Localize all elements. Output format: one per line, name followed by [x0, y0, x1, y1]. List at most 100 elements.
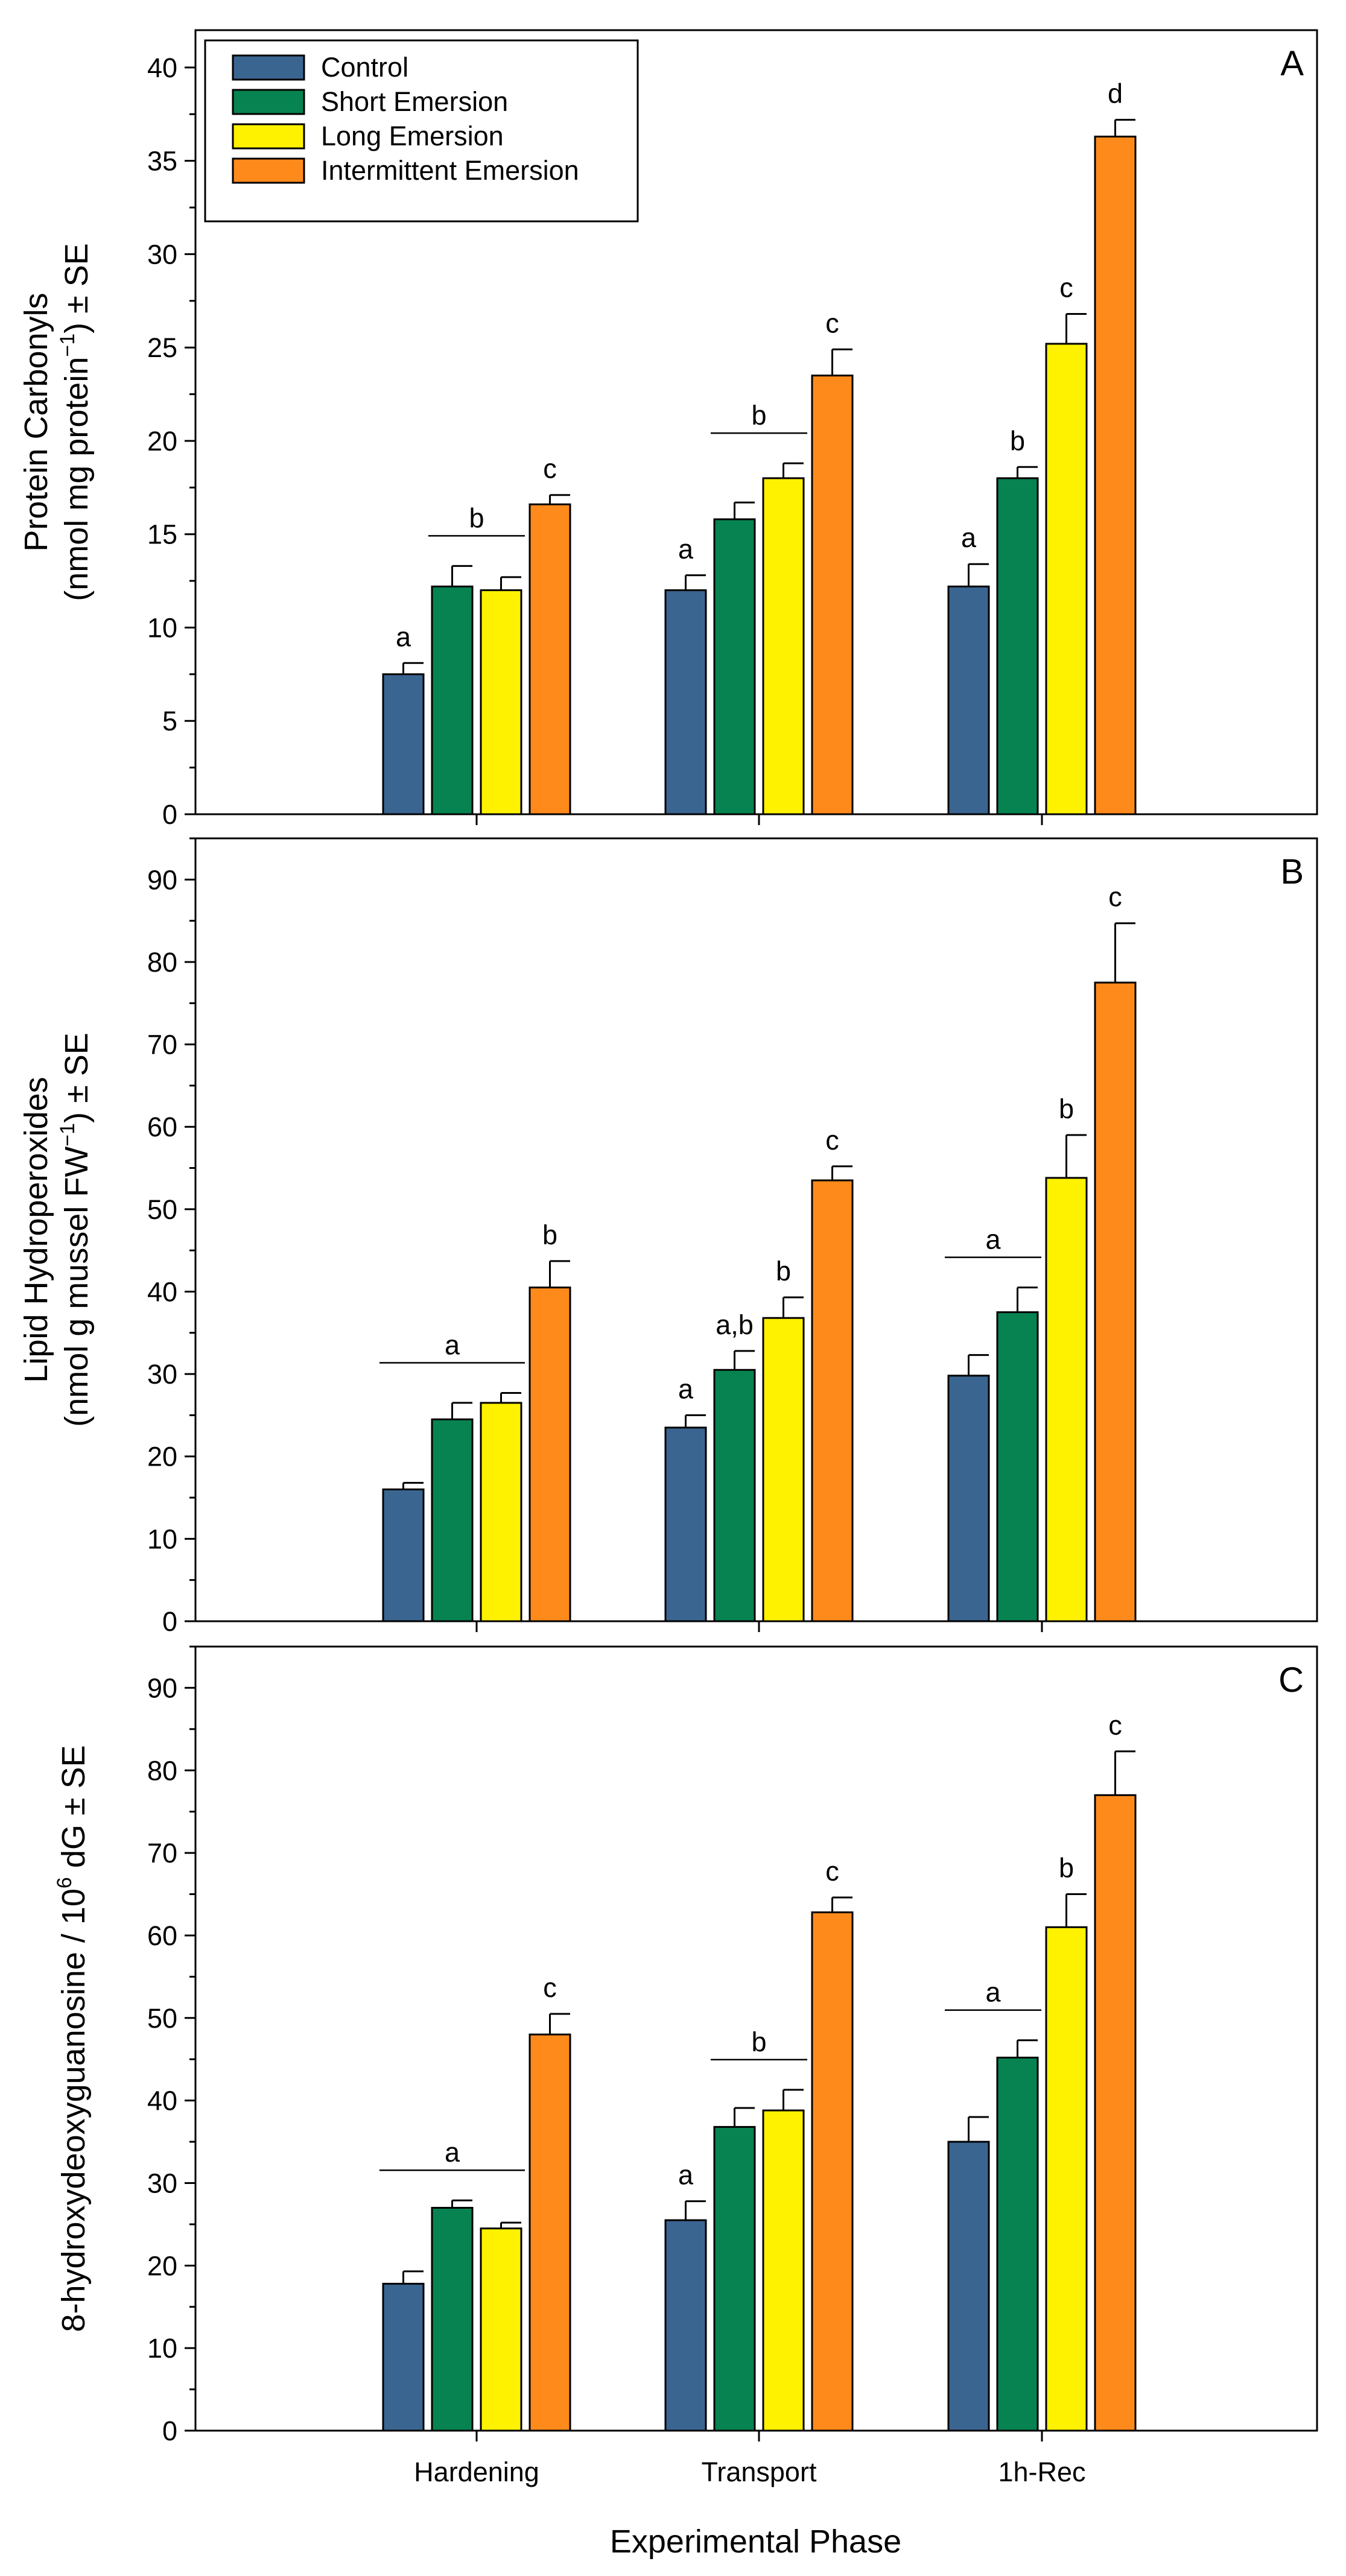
y-tick-label: 20 — [147, 1441, 177, 1472]
y-axis-units-text: ) ± SE — [59, 243, 95, 334]
y-tick-label: 35 — [147, 146, 177, 177]
bar-long-emersion-hardening — [480, 2227, 522, 2432]
bar-short-emersion-1h-rec — [996, 477, 1039, 815]
bar-long-emersion-hardening — [480, 1402, 522, 1622]
bar-control-1h-rec — [947, 2141, 990, 2432]
plot-frame — [194, 29, 1318, 815]
significance-letter: b — [542, 1220, 557, 1250]
y-tick-label: 40 — [147, 1276, 177, 1307]
y-tick-label: 20 — [147, 2250, 177, 2281]
bar-intermittent-emersion-transport — [811, 1911, 854, 2432]
significance-letter: b — [1010, 425, 1025, 456]
legend-label-intermittent-emersion: Intermittent Emersion — [321, 155, 579, 186]
y-axis-units-superscript: −1 — [56, 334, 79, 357]
y-tick-label: 0 — [162, 799, 177, 830]
y-axis-title-units: (nmol g mussel FW−1) ± SE — [56, 1033, 95, 1427]
bar-control-hardening — [382, 1488, 425, 1622]
significance-letter: c — [825, 1856, 839, 1887]
y-tick-label: 50 — [147, 1194, 177, 1225]
significance-letter: a — [985, 1224, 1001, 1255]
bar-short-emersion-hardening — [431, 585, 474, 815]
y-tick-label: 15 — [147, 519, 177, 550]
bar-control-1h-rec — [947, 585, 990, 815]
panel-b: 0 10 20 30 40 50 60 70 80 90 B Lipid Hydroperoxides… — [18, 837, 1318, 1637]
legend-label-long-emersion: Long Emersion — [321, 121, 504, 151]
y-tick-label: 80 — [147, 947, 177, 978]
y-tick-label: 70 — [147, 1838, 177, 1869]
y-tick-label: 20 — [147, 426, 177, 457]
significance-letter: c — [825, 1125, 839, 1156]
y-axis-title-superscript: 6 — [53, 1877, 76, 1888]
y-axis-title-text: 8-hydroxydeoxyguanosine / 10 — [56, 1888, 92, 2332]
y-axis-title: 8-hydroxydeoxyguanosine / 106 dG ± SE — [53, 1745, 92, 2332]
bar-intermittent-emersion-transport — [811, 1179, 854, 1622]
x-category-label-1h-rec: 1h-Rec — [998, 2457, 1085, 2487]
panel-letter-a: A — [1280, 44, 1304, 83]
y-tick-label: 80 — [147, 1755, 177, 1786]
y-axis-title: Lipid Hydroperoxides — [18, 1077, 54, 1382]
legend-swatch-control — [232, 54, 305, 81]
legend-swatch-intermittent-emersion — [232, 157, 305, 184]
significance-letter: b — [1059, 1853, 1074, 1884]
bar-intermittent-emersion-1h-rec — [1094, 981, 1137, 1622]
y-tick-label: 90 — [147, 1673, 177, 1703]
y-tick-label: 90 — [147, 864, 177, 895]
significance-letter: b — [469, 502, 484, 533]
significance-letter: b — [751, 400, 766, 431]
y-tick-label: 70 — [147, 1030, 177, 1060]
x-axis-title: Experimental Phase — [610, 2524, 901, 2560]
significance-letter: b — [776, 1256, 791, 1286]
significance-letter: b — [1059, 1093, 1074, 1124]
panel-letter-c: C — [1278, 1660, 1304, 1700]
significance-letter: c — [543, 454, 557, 484]
bar-short-emersion-transport — [713, 518, 756, 815]
y-tick-label: 50 — [147, 2003, 177, 2034]
bar-short-emersion-hardening — [431, 2207, 474, 2432]
significance-letter: d — [1108, 78, 1123, 109]
significance-letter: a — [445, 2137, 460, 2168]
bar-intermittent-emersion-transport — [811, 375, 854, 815]
x-category-label-transport: Transport — [702, 2457, 817, 2487]
y-tick-label: 10 — [147, 2333, 177, 2364]
y-tick-label: 30 — [147, 239, 177, 270]
bar-control-hardening — [382, 2282, 425, 2432]
x-axis: Hardening Transport 1h-Rec Experimental Pha… — [414, 2457, 1085, 2560]
significance-letter: c — [543, 1972, 557, 2003]
y-tick-label: 5 — [162, 706, 177, 736]
panel-letter-b: B — [1280, 852, 1304, 891]
y-axis-title: Protein Carbonyls — [18, 293, 54, 551]
y-tick-label: 0 — [162, 1606, 177, 1637]
significance-letter: a — [985, 1977, 1001, 2008]
plot-frame — [194, 837, 1318, 1622]
legend-swatch-long-emersion — [232, 123, 305, 150]
bar-long-emersion-transport — [762, 477, 805, 815]
y-axis-units-text: (nmol g mussel FW — [59, 1147, 95, 1427]
significance-letter: c — [1108, 882, 1122, 913]
bar-long-emersion-1h-rec — [1045, 343, 1088, 815]
legend-label-control: Control — [321, 52, 408, 83]
plot-frame — [194, 1645, 1318, 2432]
bar-control-transport — [664, 589, 707, 815]
significance-letter: a — [678, 2160, 694, 2191]
bar-long-emersion-transport — [762, 2109, 805, 2432]
bar-long-emersion-1h-rec — [1045, 1926, 1088, 2432]
significance-letter: c — [1108, 1710, 1122, 1741]
y-axis-units-text: (nmol mg protein — [59, 357, 95, 601]
significance-letter: c — [825, 308, 839, 338]
y-tick-label: 10 — [147, 612, 177, 643]
legend-label-short-emersion: Short Emersion — [321, 86, 508, 117]
significance-letter: a — [445, 1330, 460, 1361]
significance-letter: a — [678, 1373, 694, 1404]
y-axis-title-text: dG ± SE — [56, 1745, 92, 1877]
y-tick-label: 0 — [162, 2416, 177, 2446]
bar-control-transport — [664, 2219, 707, 2432]
y-tick-label: 40 — [147, 52, 177, 83]
bar-intermittent-emersion-hardening — [529, 1286, 571, 1622]
bar-short-emersion-hardening — [431, 1418, 474, 1622]
bar-short-emersion-1h-rec — [996, 1311, 1039, 1622]
bar-control-1h-rec — [947, 1375, 990, 1622]
